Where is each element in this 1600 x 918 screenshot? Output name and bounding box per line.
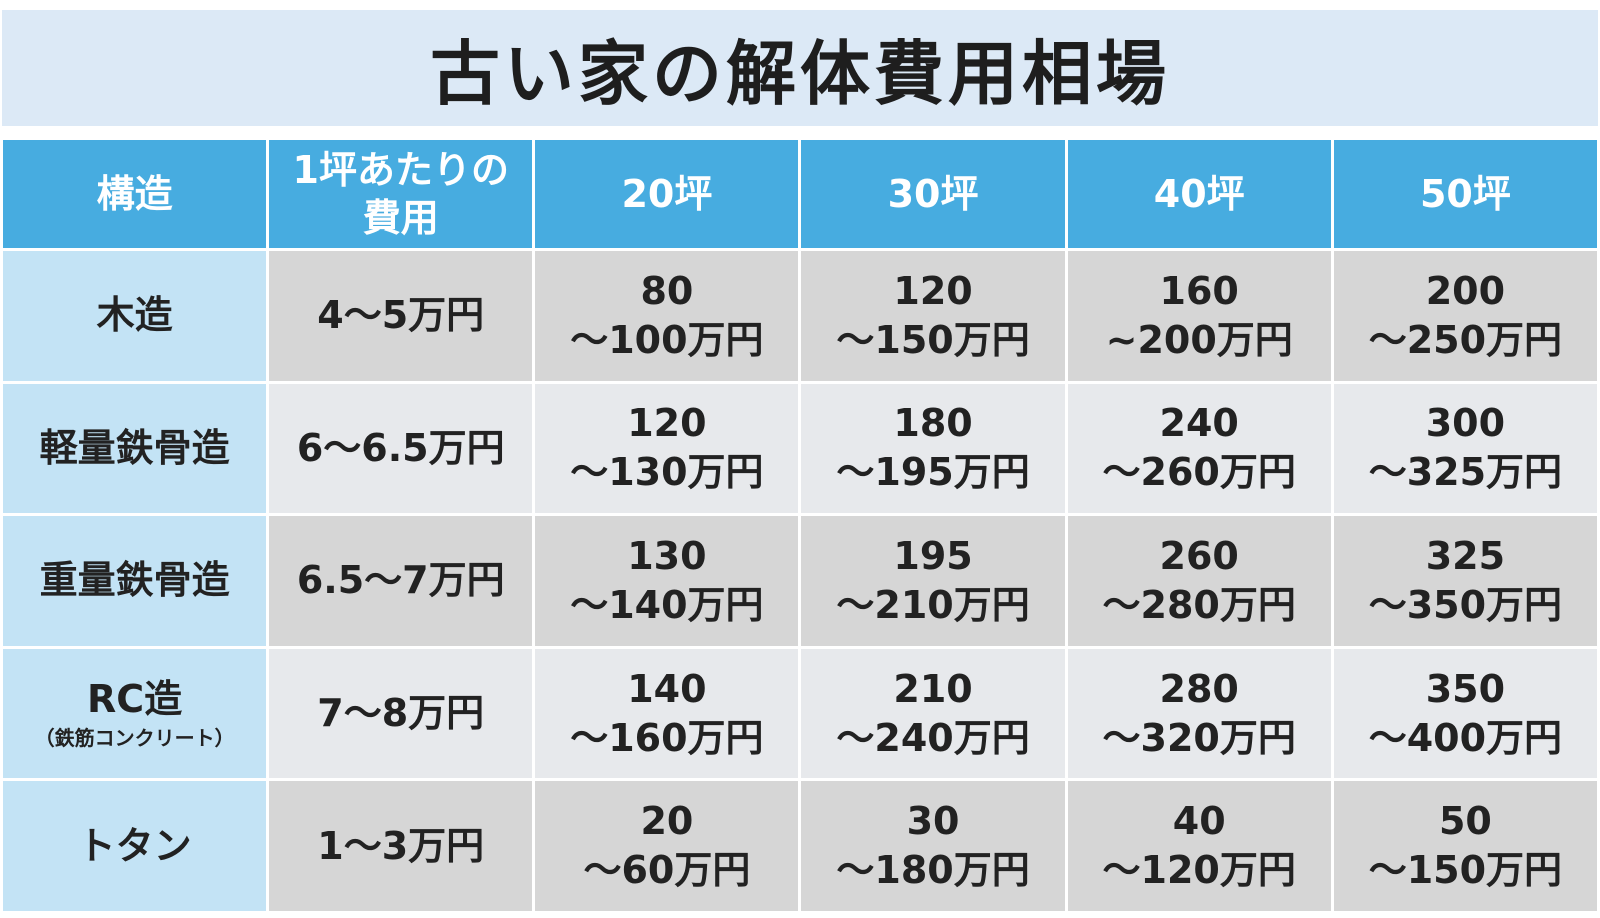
per-tsubo-cell: 1〜3万円 (266, 778, 536, 914)
table-row: 重量鉄骨造 6.5〜7万円 130 〜140万円 195 〜210万円 260 〜280万円 3… (0, 513, 1600, 649)
structure-note: （鉄筋コンクリート） (34, 726, 235, 751)
cost-from: 260 (1159, 533, 1239, 578)
per-tsubo-cell: 7〜8万円 (266, 645, 536, 782)
table-row: トタン 1〜3万円 20 〜60万円 30 〜180万円 40 〜120万円 50 〜150万円 (0, 778, 1600, 914)
cost-to: 〜150万円 (1368, 848, 1563, 893)
cost-cell-40-tsubo: 160 ~200万円 (1064, 248, 1334, 384)
structure-cell: 木造 (0, 248, 270, 384)
cost-to: 〜160万円 (570, 715, 764, 760)
cost-from: 210 (893, 666, 973, 711)
structure-name: 木造 (96, 293, 173, 338)
cost-from: 50 (1438, 799, 1492, 844)
per-tsubo-cell: 6.5〜7万円 (266, 513, 536, 649)
page-title: 古い家の解体費用相場 (430, 32, 1170, 115)
cost-cell-20-tsubo: 140 〜160万円 (532, 645, 802, 782)
cost-to: 〜400万円 (1368, 715, 1563, 760)
structure-cell: 軽量鉄骨造 (0, 380, 270, 517)
cost-cell-30-tsubo: 30 〜180万円 (798, 778, 1068, 914)
cost-from: 120 (627, 401, 707, 446)
table-body: 木造 4〜5万円 80 〜100万円 120 〜150万円 160 ~200万円 200 〜250… (0, 248, 1600, 914)
cost-to: 〜150万円 (836, 317, 1030, 362)
per-tsubo-cell: 6〜6.5万円 (266, 380, 536, 517)
cost-cell-30-tsubo: 180 〜195万円 (798, 380, 1068, 517)
header-per-tsubo-line-1: 1坪あたりの (292, 148, 509, 192)
cost-cell-40-tsubo: 40 〜120万円 (1064, 778, 1334, 914)
cost-cell-50-tsubo: 300 〜325万円 (1330, 380, 1600, 517)
cost-from: 30 (906, 799, 960, 844)
cost-to: 〜325万円 (1368, 450, 1563, 495)
cost-from: 140 (627, 666, 707, 711)
cost-cell-30-tsubo: 210 〜240万円 (798, 645, 1068, 782)
cost-from: 40 (1172, 799, 1226, 844)
cost-from: 160 (1159, 268, 1239, 313)
structure-cell: RC造 （鉄筋コンクリート） (0, 645, 270, 782)
header-30-tsubo: 30坪 (798, 137, 1068, 251)
title-banner: 古い家の解体費用相場 (2, 10, 1598, 126)
table-row: RC造 （鉄筋コンクリート） 7〜8万円 140 〜160万円 210 〜240万円 280 〜… (0, 645, 1600, 782)
cost-cell-20-tsubo: 120 〜130万円 (532, 380, 802, 517)
cost-from: 325 (1425, 533, 1506, 578)
header-50-tsubo: 50坪 (1330, 137, 1600, 251)
cost-to: 〜320万円 (1102, 715, 1296, 760)
cost-from: 120 (893, 268, 973, 313)
header-per-tsubo-line-2: 費用 (362, 196, 439, 240)
header-per-tsubo: 1坪あたりの 費用 (266, 137, 536, 251)
per-tsubo-cell: 4〜5万円 (266, 248, 536, 384)
header-structure: 構造 (0, 137, 270, 251)
cost-to: 〜280万円 (1102, 582, 1296, 627)
cost-from: 240 (1159, 401, 1239, 446)
cost-from: 280 (1159, 666, 1239, 711)
demolition-cost-table: 構造 1坪あたりの 費用 20坪 30坪 40坪 50坪 木造 4〜5万円 80 〜1… (0, 137, 1600, 914)
structure-name: 軽量鉄骨造 (39, 425, 230, 470)
cost-cell-40-tsubo: 260 〜280万円 (1064, 513, 1334, 649)
cost-cell-20-tsubo: 20 〜60万円 (532, 778, 802, 914)
cost-from: 20 (640, 799, 694, 844)
cost-cell-50-tsubo: 50 〜150万円 (1330, 778, 1600, 914)
cost-to: ~200万円 (1105, 317, 1293, 362)
header-40-tsubo: 40坪 (1064, 137, 1334, 251)
cost-to: 〜240万円 (836, 715, 1030, 760)
structure-name: トタン (77, 823, 192, 868)
cost-to: 〜260万円 (1102, 450, 1296, 495)
cost-to: 〜130万円 (570, 450, 764, 495)
structure-name: RC造 (87, 677, 183, 722)
cost-cell-50-tsubo: 350 〜400万円 (1330, 645, 1600, 782)
header-row: 構造 1坪あたりの 費用 20坪 30坪 40坪 50坪 (0, 137, 1600, 251)
table-row: 木造 4〜5万円 80 〜100万円 120 〜150万円 160 ~200万円 200 〜250… (0, 248, 1600, 384)
cost-cell-20-tsubo: 130 〜140万円 (532, 513, 802, 649)
structure-cell: トタン (0, 778, 270, 914)
cost-cell-30-tsubo: 195 〜210万円 (798, 513, 1068, 649)
cost-to: 〜350万円 (1368, 582, 1563, 627)
cost-from: 200 (1425, 268, 1506, 313)
cost-to: 〜60万円 (583, 848, 751, 893)
cost-from: 180 (893, 401, 973, 446)
structure-cell: 重量鉄骨造 (0, 513, 270, 649)
cost-to: 〜140万円 (570, 582, 764, 627)
cost-cell-20-tsubo: 80 〜100万円 (532, 248, 802, 384)
cost-to: 〜210万円 (836, 582, 1030, 627)
cost-from: 130 (627, 533, 707, 578)
cost-from: 195 (893, 533, 973, 578)
cost-to: 〜100万円 (570, 317, 764, 362)
cost-from: 80 (640, 268, 694, 313)
cost-from: 350 (1425, 666, 1506, 711)
cost-cell-30-tsubo: 120 〜150万円 (798, 248, 1068, 384)
structure-name: 重量鉄骨造 (39, 558, 230, 603)
cost-cell-50-tsubo: 200 〜250万円 (1330, 248, 1600, 384)
cost-to: 〜180万円 (836, 848, 1030, 893)
cost-cell-40-tsubo: 240 〜260万円 (1064, 380, 1334, 517)
cost-cell-50-tsubo: 325 〜350万円 (1330, 513, 1600, 649)
cost-to: 〜120万円 (1102, 848, 1296, 893)
cost-to: 〜250万円 (1368, 317, 1563, 362)
table-row: 軽量鉄骨造 6〜6.5万円 120 〜130万円 180 〜195万円 240 〜260万円 3… (0, 380, 1600, 517)
cost-cell-40-tsubo: 280 〜320万円 (1064, 645, 1334, 782)
cost-to: 〜195万円 (836, 450, 1030, 495)
cost-from: 300 (1425, 401, 1506, 446)
header-20-tsubo: 20坪 (532, 137, 802, 251)
